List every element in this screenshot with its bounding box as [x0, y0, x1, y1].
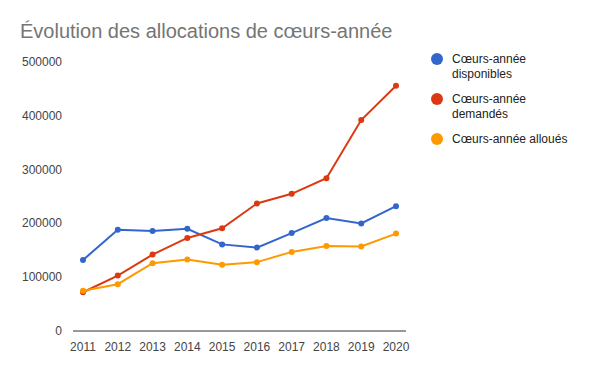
- series-point: [219, 241, 225, 247]
- series-point: [80, 257, 86, 263]
- series-point: [219, 225, 225, 231]
- x-tick-label: 2014: [174, 340, 201, 354]
- series-line: [83, 86, 396, 293]
- y-tick-label: 0: [55, 324, 62, 338]
- legend-swatch: [431, 93, 443, 105]
- series-point: [358, 244, 364, 250]
- chart-svg: Évolution des allocations de cœurs-année…: [0, 0, 600, 371]
- series-point: [323, 243, 329, 249]
- legend-label: Cœurs-annéedemandés: [452, 92, 526, 121]
- x-tick-label: 2015: [209, 340, 236, 354]
- x-axis-line: [73, 331, 406, 332]
- chart-container: Évolution des allocations de cœurs-année…: [0, 0, 600, 371]
- legend-label: Cœurs-annéedisponibles: [452, 52, 526, 81]
- series-point: [323, 175, 329, 181]
- x-tick-label: 2019: [348, 340, 375, 354]
- series-point: [254, 200, 260, 206]
- x-tick-label: 2018: [313, 340, 340, 354]
- series-point: [115, 227, 121, 233]
- chart-title: Évolution des allocations de cœurs-année: [20, 20, 392, 42]
- series-point: [289, 191, 295, 197]
- series-point: [219, 262, 225, 268]
- series-point: [184, 235, 190, 241]
- y-tick-label: 100000: [22, 270, 62, 284]
- legend-swatch: [431, 133, 443, 145]
- series-point: [150, 252, 156, 258]
- legend-label: Cœurs-année alloués: [452, 132, 567, 146]
- series-point: [115, 281, 121, 287]
- legend-swatch: [431, 53, 443, 65]
- series-point: [150, 228, 156, 234]
- x-tick-label: 2012: [104, 340, 131, 354]
- series-line: [83, 234, 396, 291]
- series-point: [323, 215, 329, 221]
- series-point: [289, 249, 295, 255]
- series-point: [254, 259, 260, 265]
- series-point: [150, 260, 156, 266]
- x-tick-label: 2013: [139, 340, 166, 354]
- plot-area: [80, 83, 399, 296]
- series-point: [358, 117, 364, 123]
- x-tick-label: 2011: [70, 340, 96, 354]
- x-tick-label: 2020: [383, 340, 410, 354]
- y-tick-label: 400000: [22, 109, 62, 123]
- y-axis: 0 100000 200000 300000 400000 500000: [22, 55, 62, 338]
- series-point: [184, 226, 190, 232]
- y-tick-label: 500000: [22, 55, 62, 69]
- series-point: [80, 288, 86, 294]
- y-tick-label: 200000: [22, 216, 62, 230]
- series-line: [83, 206, 396, 260]
- series-point: [393, 83, 399, 89]
- y-tick-label: 300000: [22, 163, 62, 177]
- series-point: [289, 230, 295, 236]
- series-point: [254, 245, 260, 251]
- series-point: [184, 256, 190, 262]
- series-point: [393, 203, 399, 209]
- legend: Cœurs-annéedisponibles Cœurs-annéedemandé…: [431, 52, 567, 146]
- x-tick-label: 2017: [278, 340, 305, 354]
- x-axis: 2011 2012 2013 2014 2015 2016 2017 2018 2019 2020: [70, 340, 410, 354]
- series-point: [115, 273, 121, 279]
- series-point: [393, 231, 399, 237]
- x-tick-label: 2016: [244, 340, 271, 354]
- series-point: [358, 220, 364, 226]
